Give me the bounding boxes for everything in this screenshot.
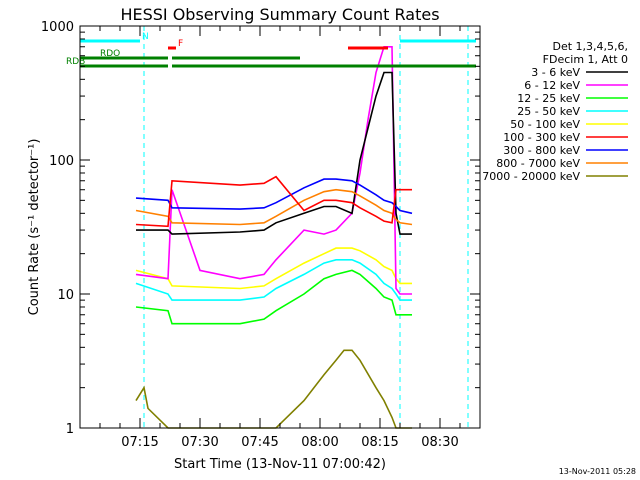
- x-tick-label: 08:00: [301, 435, 338, 450]
- series-line-3: [135, 258, 412, 301]
- series-line-1: [135, 45, 412, 295]
- y-tick-label: 1000: [41, 20, 74, 35]
- legend-entry-4: 50 - 100 keV: [510, 118, 580, 131]
- x-tick-labels: 07:15 07:30 07:45 08:00 08:15 08:30: [121, 435, 458, 450]
- legend-entry-8: 7000 - 20000 keV: [482, 170, 580, 183]
- x-tick-label: 08:15: [361, 435, 398, 450]
- flag-label-f: F: [178, 39, 183, 49]
- series-line-4: [135, 247, 412, 290]
- x-tick-label: 07:30: [181, 435, 218, 450]
- y-tick-labels: 1 10 100 1000: [41, 20, 74, 437]
- vertical-markers: [143, 26, 469, 428]
- series-line-6: [135, 178, 413, 215]
- chart-title: HESSI Observing Summary Count Rates: [120, 5, 439, 24]
- flag-label-n: N: [142, 32, 149, 42]
- legend-entry-7: 800 - 7000 keV: [496, 157, 580, 170]
- footer-timestamp: 13-Nov-2011 05:28: [559, 467, 636, 476]
- legend-entry-6: 300 - 800 keV: [503, 144, 580, 157]
- y-axis-label: Count Rate (s⁻¹ detector⁻¹): [27, 139, 42, 316]
- legend: Det 1,3,4,5,6, FDecim 1, Att 0 3 - 6 keV…: [482, 40, 628, 183]
- series-line-2: [135, 269, 412, 325]
- legend-header-line-2: FDecim 1, Att 0: [543, 53, 628, 66]
- legend-entry-3: 25 - 50 keV: [517, 105, 580, 118]
- axis-ticks: [79, 25, 481, 429]
- x-tick-label: 07:45: [241, 435, 278, 450]
- flag-bars: N F RDO RDB: [66, 32, 476, 68]
- y-tick-label: 100: [49, 154, 74, 169]
- flag-label-rdb: RDB: [66, 57, 85, 67]
- y-tick-label: 1: [66, 422, 74, 437]
- series-line-5: [135, 175, 412, 228]
- legend-header-line-1: Det 1,3,4,5,6,: [552, 40, 628, 53]
- series-line-0: [136, 71, 412, 235]
- legend-entry-2: 12 - 25 keV: [517, 92, 580, 105]
- x-tick-label: 08:30: [421, 435, 458, 450]
- legend-entry-1: 6 - 12 keV: [524, 79, 580, 92]
- x-tick-label: 07:15: [121, 435, 158, 450]
- legend-entry-5: 100 - 300 keV: [503, 131, 580, 144]
- y-tick-label: 10: [57, 288, 74, 303]
- flag-label-rdo: RDO: [100, 49, 120, 59]
- legend-entry-0: 3 - 6 keV: [531, 66, 580, 79]
- x-axis-label: Start Time (13-Nov-11 07:00:42): [174, 457, 386, 472]
